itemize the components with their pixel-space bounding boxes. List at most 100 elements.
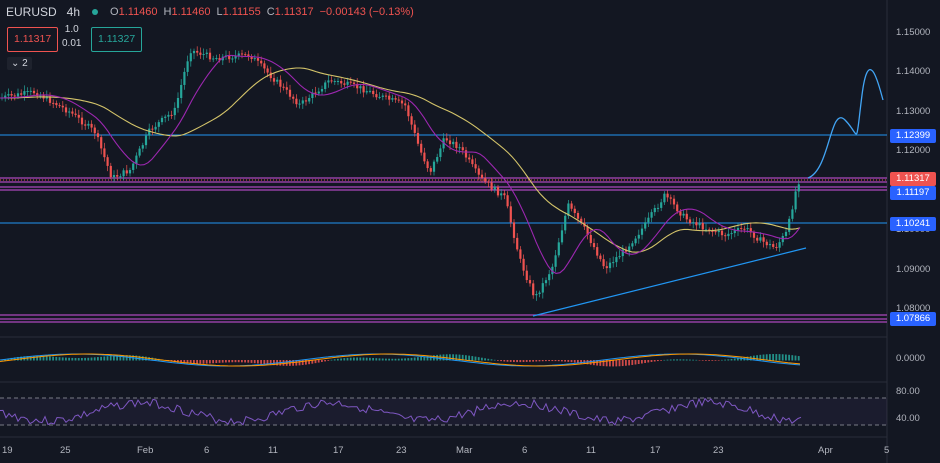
macd-histogram-bar [797,356,800,361]
indicators-toggle-button[interactable]: ⌄ 2 [7,57,32,70]
candle-body [589,235,592,244]
candle-body [119,176,122,178]
macd-histogram-bar [295,360,298,366]
candle-body [324,82,327,89]
macd-histogram-bar [580,360,582,364]
macd-histogram-bar [10,357,13,361]
candle-body [592,243,596,248]
macd-histogram-bar [263,360,266,365]
candle-body [144,135,148,146]
macd-histogram-bar [756,355,758,361]
candle-body [752,232,756,238]
candle-body [445,138,448,141]
open-value: 1.11460 [118,6,158,18]
macd-histogram-bar [218,360,221,363]
candle-body [452,141,455,145]
candle-body [164,116,167,118]
candle-body [343,83,346,85]
time-tick: 11 [586,445,596,456]
macd-histogram-bar [711,360,714,361]
macd-histogram-bar [561,360,563,362]
macd-histogram-bar [77,358,80,361]
candle-body [768,244,772,246]
last-price-marker[interactable]: 1.11317 [890,172,936,186]
macd-histogram-bar [772,354,774,361]
fast-moving-average [0,54,801,274]
candle-body [560,230,564,243]
rsi-tick: 40.00 [896,413,920,424]
macd-histogram-bar [93,357,96,361]
candle-body [455,141,458,149]
candle-body [599,255,602,260]
level-marker[interactable]: 1.12399 [890,129,936,143]
macd-histogram-bar [247,360,250,363]
macd-histogram-bar [369,357,371,361]
candle-body [468,157,471,160]
candle-body [516,237,519,250]
candle-body [669,197,672,199]
level-marker[interactable]: 1.07866 [890,312,936,326]
candle-body [349,81,352,83]
macd-histogram-bar [81,358,83,361]
macd-histogram-bar [705,360,707,361]
macd-histogram-bar [420,356,422,361]
sell-button[interactable]: 1.11317 [7,27,59,52]
candle-body [138,148,141,156]
macd-histogram-bar [90,357,93,361]
close-label: C [266,6,275,18]
price-tick: 1.15000 [896,27,931,38]
timeframe-label[interactable]: 4h [66,5,81,19]
candle-body [762,237,765,242]
candle-body [282,86,285,88]
macd-histogram-bar [362,357,365,361]
time-tick: 17 [650,445,661,456]
macd-histogram-bar [317,360,320,363]
candle-body [688,219,692,224]
candle-body [269,72,272,79]
buy-button[interactable]: 1.11327 [91,27,143,52]
macd-histogram-bar [554,360,557,362]
candle-body [93,127,96,134]
macd-histogram-bar [180,360,182,363]
candle-body [570,203,573,209]
candle-body [61,105,64,108]
candle-body [180,84,183,98]
candle-body [29,90,32,92]
macd-histogram-bar [356,357,358,361]
macd-histogram-bar [660,360,662,361]
level-marker[interactable]: 1.10241 [890,217,936,231]
macd-histogram-bar [484,358,486,361]
signal-line [0,353,801,367]
low-value: 1.11155 [222,6,261,18]
symbol-name[interactable]: EURUSD [6,5,57,19]
candle-body [244,54,247,56]
time-tick: 5 [884,445,890,456]
candle-body [448,140,452,145]
candle-body [96,133,100,138]
candle-body [308,97,311,102]
macd-histogram-bar [381,358,384,361]
macd-histogram-bar [573,360,576,363]
macd-histogram-bar [209,360,211,364]
candle-body [765,241,768,246]
candle-body [196,50,199,53]
candle-body [368,90,372,92]
order-quantity[interactable]: 1.0 0.01 [62,23,81,51]
candle-body [64,107,68,113]
candle-body [656,207,660,209]
macd-histogram-bar [122,355,125,361]
candle-body [503,193,506,196]
candle-body [333,81,336,83]
macd-histogram-bar [570,360,573,363]
macd-histogram-bar [708,360,710,361]
candle-body [71,111,74,114]
candle-body [551,266,554,275]
candle-body [311,92,314,98]
macd-histogram-bar [365,357,368,361]
macd-histogram-bar [333,359,336,361]
candle-body [621,249,624,257]
macd-histogram-bar [746,356,749,361]
macd-histogram-bar [628,360,630,366]
level-marker[interactable]: 1.11197 [890,186,936,200]
